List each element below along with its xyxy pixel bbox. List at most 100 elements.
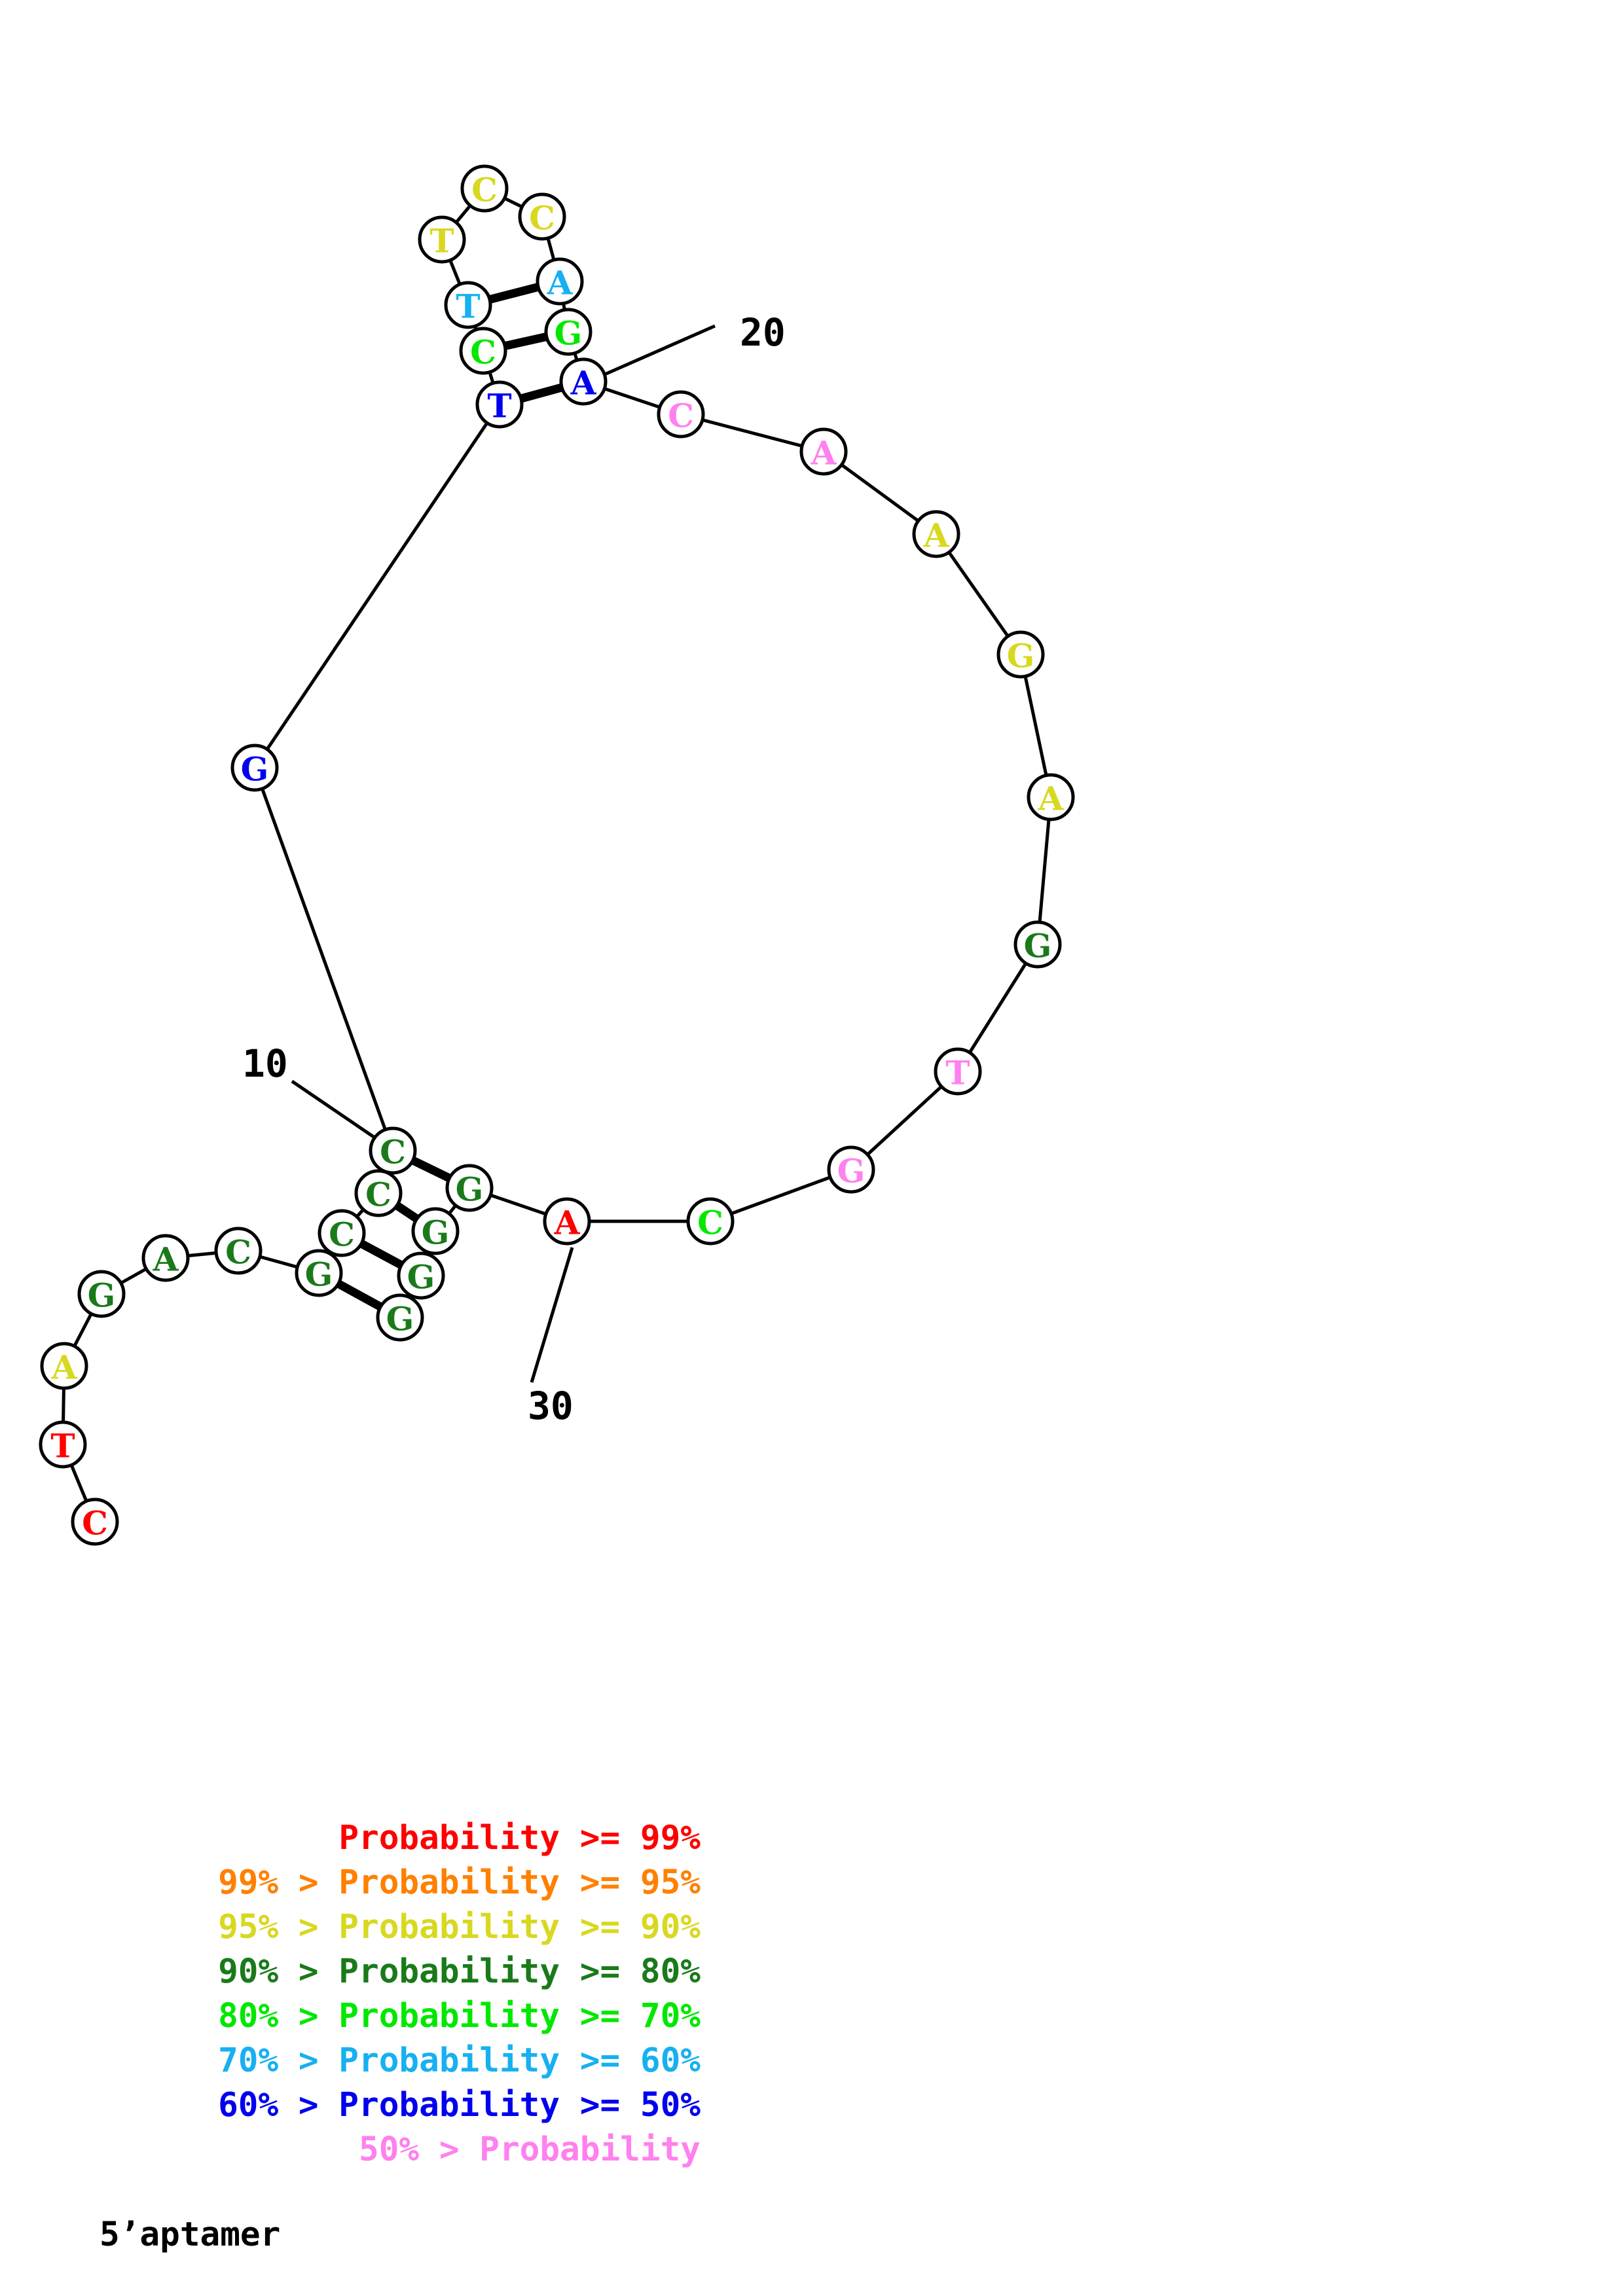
nucleotide-13-G[interactable]: G bbox=[397, 1251, 445, 1300]
nucleotide-6-C[interactable]: C bbox=[214, 1227, 263, 1275]
nucleotide-letter: C bbox=[668, 397, 694, 435]
nucleotide-letter: A bbox=[51, 1348, 78, 1387]
nucleotide-letter: C bbox=[697, 1204, 723, 1242]
nucleotide-22-C[interactable]: C bbox=[518, 192, 566, 241]
nucleotide-letter: G bbox=[241, 750, 269, 789]
base-pair-layer bbox=[316, 277, 585, 1321]
nucleotide-circle bbox=[1013, 920, 1062, 969]
legend-row-p60: 70% > Probability >= 60% bbox=[218, 2041, 701, 2080]
nucleotide-28-A[interactable]: A bbox=[912, 510, 960, 558]
nucleotide-circle bbox=[543, 1197, 591, 1246]
nucleotide-letter: G bbox=[305, 1255, 333, 1294]
index-leader-line bbox=[594, 324, 716, 380]
nucleotide-7-G[interactable]: G bbox=[295, 1249, 343, 1297]
nucleotide-circle bbox=[369, 1126, 417, 1175]
nucleotide-26-C[interactable]: C bbox=[657, 390, 705, 439]
nucleotide-circle bbox=[460, 164, 509, 213]
nucleotide-12-G[interactable]: G bbox=[411, 1207, 460, 1255]
nucleotide-letter: C bbox=[380, 1133, 406, 1172]
backbone-edge bbox=[253, 403, 501, 769]
nucleotide-24-G[interactable]: G bbox=[544, 308, 593, 356]
nucleotide-34-C[interactable]: C bbox=[686, 1197, 735, 1246]
nucleotide-circle bbox=[544, 308, 593, 356]
nucleotide-circle bbox=[141, 1234, 190, 1282]
nucleotide-circle bbox=[77, 1270, 126, 1318]
nucleotide-31-G[interactable]: G bbox=[1013, 920, 1062, 969]
nucleotide-circle bbox=[230, 744, 279, 792]
nucleotide-letter: A bbox=[811, 434, 837, 473]
nucleotide-14-G[interactable]: G bbox=[376, 1293, 424, 1342]
nucleotide-letter: A bbox=[923, 516, 950, 555]
nucleotide-circle bbox=[912, 510, 960, 558]
nucleotide-30-A[interactable]: A bbox=[1027, 773, 1075, 821]
nucleotide-21-C[interactable]: C bbox=[460, 164, 509, 213]
legend-row-p80: 90% > Probability >= 80% bbox=[218, 1952, 701, 1991]
nucleotide-circle bbox=[996, 630, 1045, 679]
probability-legend: Probability >= 99% 99% > Probability >= 9… bbox=[98, 1816, 818, 2172]
nucleotide-2-T[interactable]: T bbox=[39, 1420, 87, 1469]
nucleotide-letter: T bbox=[456, 287, 480, 326]
nucleotide-circle bbox=[827, 1145, 875, 1194]
nucleotide-letter: T bbox=[50, 1427, 75, 1465]
backbone-edge bbox=[253, 767, 395, 1151]
nucleotide-20-T[interactable]: T bbox=[418, 215, 466, 264]
nucleotide-3-A[interactable]: A bbox=[40, 1342, 88, 1390]
backbone-edge bbox=[850, 1070, 959, 1171]
nucleotide-9-C[interactable]: C bbox=[354, 1169, 403, 1217]
nucleotide-letter: T bbox=[945, 1054, 970, 1092]
nucleotide-16-G[interactable]: G bbox=[230, 744, 279, 792]
nucleotide-letter: A bbox=[570, 364, 597, 403]
backbone-edge bbox=[1019, 654, 1053, 798]
nucleotide-25-A[interactable]: A bbox=[559, 357, 608, 406]
nucleotide-23-A[interactable]: A bbox=[536, 257, 584, 306]
nucleotide-letter: C bbox=[225, 1233, 251, 1272]
nucleotide-letter: G bbox=[407, 1258, 435, 1297]
nucleotide-circle bbox=[686, 1197, 735, 1246]
nucleotide-10-C[interactable]: C bbox=[369, 1126, 417, 1175]
nucleotide-5-A[interactable]: A bbox=[141, 1234, 190, 1282]
nucleotide-letter: C bbox=[82, 1504, 108, 1543]
nucleotide-circle bbox=[444, 281, 492, 329]
backbone-edge bbox=[680, 412, 824, 454]
backbone-edge bbox=[1036, 797, 1053, 945]
nucleotide-1-C[interactable]: C bbox=[71, 1498, 119, 1546]
nucleotide-27-A[interactable]: A bbox=[799, 427, 848, 476]
nucleotide-8-C[interactable]: C bbox=[318, 1209, 366, 1257]
nucleotide-circle bbox=[318, 1209, 366, 1257]
nucleotide-circle bbox=[397, 1251, 445, 1300]
nucleotide-letter: C bbox=[529, 199, 555, 238]
nucleotide-29-G[interactable]: G bbox=[996, 630, 1045, 679]
nucleotide-circle bbox=[71, 1498, 119, 1546]
index-label-20: 20 bbox=[740, 310, 786, 355]
nucleotide-circle bbox=[459, 327, 507, 375]
nucleotide-letter: G bbox=[555, 314, 583, 353]
index-leader-lines bbox=[291, 324, 716, 1383]
nucleotide-circle bbox=[475, 380, 524, 429]
nucleotide-circle bbox=[376, 1293, 424, 1342]
backbone-edge bbox=[934, 533, 1023, 656]
nucleotide-15-A[interactable]: A bbox=[543, 1197, 591, 1246]
nucleotide-33-G[interactable]: G bbox=[827, 1145, 875, 1194]
nucleotide-letter: G bbox=[837, 1152, 866, 1191]
legend-row-p95: 99% > Probability >= 95% bbox=[218, 1863, 701, 1902]
index-leader-line bbox=[291, 1079, 380, 1142]
index-leader-line bbox=[530, 1247, 574, 1383]
nucleotide-19-T[interactable]: T bbox=[444, 281, 492, 329]
nucleotide-letter: G bbox=[422, 1213, 450, 1252]
nucleotide-letter: G bbox=[1007, 637, 1035, 675]
nucleotide-circle bbox=[295, 1249, 343, 1297]
nucleotide-letter: G bbox=[456, 1170, 484, 1209]
nucleotide-17-T[interactable]: T bbox=[475, 380, 524, 429]
legend-row-p70: 80% > Probability >= 70% bbox=[218, 1997, 701, 2036]
nucleotide-11-G[interactable]: G bbox=[445, 1164, 494, 1212]
nucleotide-18-C[interactable]: C bbox=[459, 327, 507, 375]
nucleotide-4-G[interactable]: G bbox=[77, 1270, 126, 1318]
nucleotide-letter: T bbox=[429, 222, 454, 260]
legend-row-p90: 95% > Probability >= 90% bbox=[218, 1908, 701, 1946]
nucleotide-letter: G bbox=[386, 1300, 414, 1338]
nucleotide-32-T[interactable]: T bbox=[934, 1047, 982, 1096]
nucleotide-letter: C bbox=[329, 1215, 355, 1254]
